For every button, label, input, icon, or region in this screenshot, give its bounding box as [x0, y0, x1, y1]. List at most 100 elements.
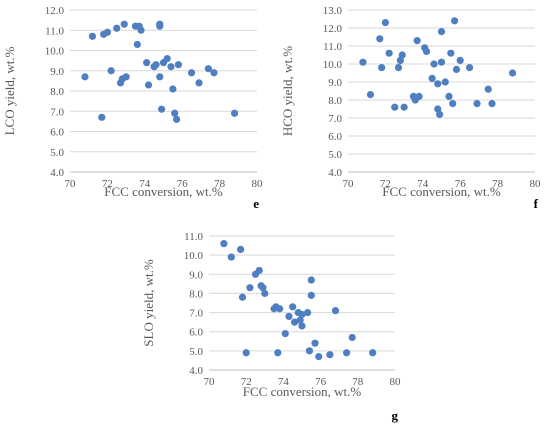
x-tick-label: 78: [214, 178, 226, 190]
data-point: [391, 103, 399, 111]
data-point: [259, 284, 267, 292]
data-point: [415, 92, 423, 100]
y-tick-label: 6.0: [50, 127, 64, 139]
panel-label: f: [534, 196, 539, 211]
x-tick-label: 78: [492, 178, 504, 190]
y-tick-label: 13.0: [323, 5, 343, 17]
y-tick-label: 12.0: [323, 23, 343, 35]
data-point: [238, 293, 247, 301]
data-point: [311, 339, 319, 347]
y-tick-label: 12.0: [45, 5, 65, 17]
data-point: [204, 65, 212, 73]
y-tick-label: 9.0: [189, 269, 203, 281]
data-point: [281, 330, 289, 338]
y-tick-label: 5.0: [189, 346, 203, 358]
data-point: [307, 276, 315, 284]
data-point: [156, 73, 164, 81]
data-point: [441, 78, 449, 86]
x-axis-title: FCC conversion, wt.%: [243, 384, 362, 399]
data-point: [296, 316, 304, 324]
data-point: [255, 266, 263, 275]
data-point: [488, 100, 496, 108]
data-point: [122, 73, 130, 81]
data-point: [227, 253, 235, 261]
data-point: [163, 55, 171, 63]
data-point: [172, 115, 181, 123]
x-tick-label: 78: [352, 376, 364, 388]
x-tick-label: 80: [252, 178, 264, 190]
y-tick-label: 9.0: [328, 77, 342, 89]
y-tick-label: 4.0: [328, 167, 342, 179]
data-point: [187, 69, 196, 77]
data-point: [88, 32, 97, 40]
data-point: [434, 80, 442, 88]
data-point: [246, 284, 254, 292]
data-point: [465, 64, 474, 72]
y-tick-label: 10.0: [45, 46, 65, 58]
data-point: [305, 347, 314, 355]
data-point: [210, 69, 218, 77]
data-point: [447, 49, 455, 57]
y-tick-label: 9.0: [50, 66, 64, 78]
data-point: [396, 56, 404, 64]
data-point: [445, 92, 453, 100]
y-tick-label: 6.0: [189, 327, 203, 339]
data-point: [285, 312, 293, 320]
data-point: [366, 91, 375, 99]
data-point: [326, 351, 334, 359]
data-point: [174, 61, 183, 69]
y-tick-label: 8.0: [50, 86, 64, 98]
data-point: [298, 322, 306, 330]
y-tick-label: 8.0: [328, 95, 342, 107]
data-point: [473, 100, 481, 108]
data-point: [143, 59, 151, 67]
data-point: [81, 73, 89, 81]
y-tick-label: 4.0: [50, 167, 64, 179]
data-point: [107, 67, 115, 75]
x-axis-title: FCC conversion, wt.%: [104, 184, 223, 199]
data-point: [274, 349, 282, 357]
data-point: [381, 19, 389, 27]
y-axis-title: SLO yield, wt.%: [141, 259, 156, 347]
data-point: [158, 105, 166, 113]
x-axis-title: FCC conversion, wt.%: [382, 184, 501, 199]
chart-panel-g: 4.0 5.0 6.0 7.0 8.0 9.0 10.0 11.0 70 72 74 76 78 80 FC…: [141, 231, 401, 423]
data-point: [195, 79, 203, 87]
data-point: [156, 20, 164, 28]
data-point: [331, 307, 340, 315]
data-point: [413, 37, 421, 45]
data-point: [144, 81, 153, 89]
data-point: [298, 310, 306, 319]
data-point: [242, 349, 250, 357]
data-point: [307, 291, 315, 299]
data-point: [378, 64, 386, 72]
data-point: [113, 24, 121, 32]
data-point: [303, 308, 312, 317]
x-tick-label: 74: [417, 178, 429, 190]
data-point: [456, 56, 464, 64]
data-point: [422, 47, 431, 56]
data-point: [276, 305, 284, 313]
data-point: [394, 64, 403, 72]
data-point: [452, 65, 461, 73]
data-point: [167, 63, 175, 71]
x-tick-label: 76: [455, 178, 467, 190]
data-point: [289, 303, 297, 311]
y-tick-label: 11.0: [323, 41, 342, 53]
data-point: [120, 20, 128, 28]
data-point: [437, 28, 446, 36]
y-tick-label: 7.0: [50, 106, 64, 118]
data-point: [434, 105, 442, 113]
data-point: [398, 51, 406, 59]
data-point: [369, 349, 377, 357]
data-point: [133, 40, 141, 49]
data-point: [237, 245, 245, 253]
y-axis-title: LCO yield, wt.%: [2, 46, 17, 135]
data-point: [137, 26, 145, 34]
data-point: [98, 113, 106, 121]
x-tick-label: 76: [315, 376, 327, 388]
chart-panel-f: 4.0 5.0 6.0 7.0 8.0 9.0 10.0 11.0 12.0 13.0 70 72 74…: [280, 5, 541, 211]
data-point: [261, 289, 269, 298]
x-tick-label: 72: [102, 178, 113, 190]
